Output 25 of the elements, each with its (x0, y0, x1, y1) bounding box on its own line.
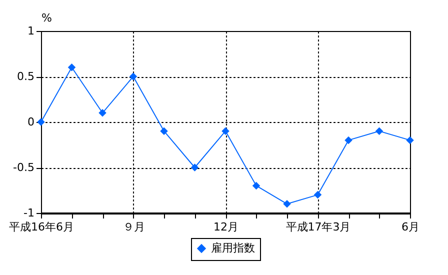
x-tick-label: 6月 (402, 220, 420, 234)
y-tick-label: 0 (28, 116, 34, 128)
point (344, 136, 352, 144)
point (375, 127, 384, 135)
x-tick-label: 12月 (214, 220, 238, 234)
point (283, 200, 291, 208)
point (252, 182, 260, 190)
point (98, 109, 106, 117)
y-tick-label: 1 (28, 24, 34, 38)
x-tick-label: 平成17年3月 (286, 220, 351, 234)
point (314, 190, 322, 199)
point (406, 136, 414, 144)
x-tick-label: 平成16年6月 (9, 220, 74, 234)
point (37, 118, 45, 126)
point (222, 127, 230, 135)
y-tick-label: -0.5 (13, 161, 34, 174)
y-tick-label: -1 (24, 206, 34, 220)
point (129, 72, 138, 80)
y-axis-title: % (42, 12, 52, 24)
point (160, 127, 168, 135)
x-tick-label: ９月 (122, 220, 145, 234)
point (190, 164, 199, 172)
y-tick-label: 0.5 (17, 70, 34, 83)
point (68, 64, 76, 72)
legend-label: 雇用指数 (211, 242, 255, 254)
